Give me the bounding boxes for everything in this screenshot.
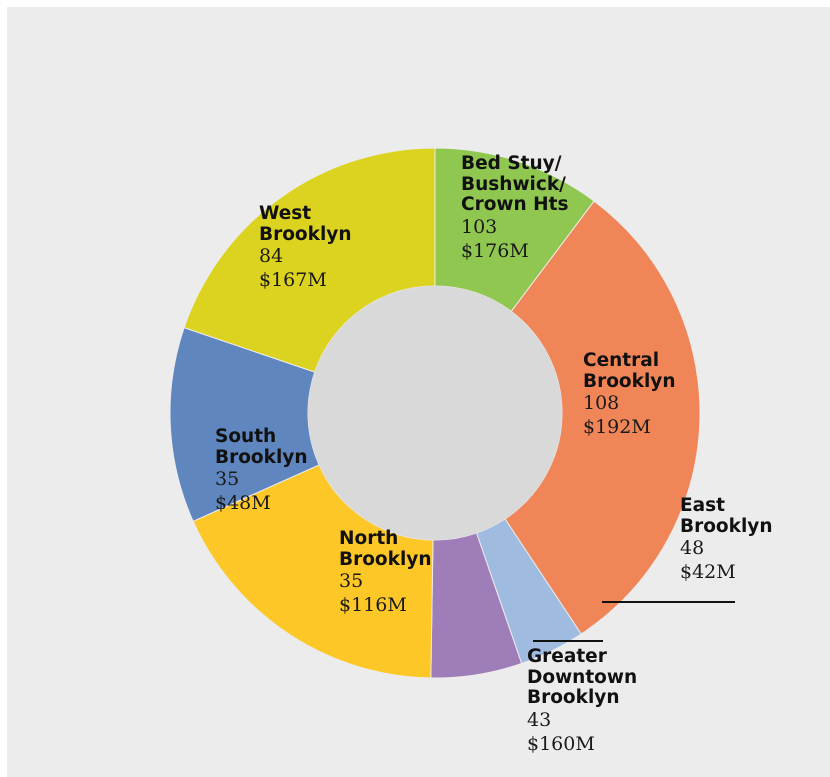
label-south: South Brooklyn 35 $48M — [215, 426, 308, 516]
label-bedstuy-count: 103 — [461, 216, 498, 239]
label-central-name-1: Central — [583, 350, 660, 371]
label-downtown: Greater Downtown Brooklyn 43 $160M — [527, 646, 638, 757]
label-east-name-1: East — [680, 495, 725, 516]
label-east-name-2: Brooklyn — [680, 515, 773, 537]
label-bedstuy-name-3: Crown Hts — [461, 194, 569, 216]
label-bedstuy-name-2: Bushwick/ — [461, 173, 566, 195]
label-north-amount: $116M — [339, 594, 407, 617]
label-east-count: 48 — [680, 537, 705, 560]
label-south-amount: $48M — [215, 492, 271, 515]
label-north: North Brooklyn 35 $116M — [339, 528, 432, 618]
label-bedstuy-name-1: Bed Stuy/ — [461, 153, 562, 174]
east-leader-line — [602, 601, 735, 603]
label-west: West Brooklyn 84 $167M — [259, 203, 352, 293]
label-west-count: 84 — [259, 245, 284, 268]
label-downtown-name-3: Brooklyn — [527, 687, 620, 709]
label-central: Central Brooklyn 108 $192M — [583, 350, 676, 440]
label-east: East Brooklyn 48 $42M — [680, 495, 773, 585]
label-west-name-1: West — [259, 203, 312, 224]
label-downtown-count: 43 — [527, 709, 552, 732]
chart-panel: Bed Stuy/ Bushwick/ Crown Hts 103 $176M … — [7, 7, 830, 777]
label-north-name-1: North — [339, 528, 399, 549]
label-central-amount: $192M — [583, 416, 651, 439]
label-downtown-name-1: Greater — [527, 646, 607, 667]
label-central-count: 108 — [583, 392, 620, 415]
label-east-amount: $42M — [680, 561, 736, 584]
label-bedstuy: Bed Stuy/ Bushwick/ Crown Hts 103 $176M — [461, 153, 569, 264]
label-south-count: 35 — [215, 468, 240, 491]
label-bedstuy-amount: $176M — [461, 239, 529, 262]
label-central-name-2: Brooklyn — [583, 370, 676, 392]
label-north-count: 35 — [339, 570, 364, 593]
label-south-name-2: Brooklyn — [215, 446, 308, 468]
label-north-name-2: Brooklyn — [339, 548, 432, 570]
label-west-name-2: Brooklyn — [259, 223, 352, 245]
label-west-amount: $167M — [259, 269, 327, 292]
donut-chart — [169, 147, 701, 679]
downtown-leader-line — [533, 640, 603, 642]
label-downtown-name-2: Downtown — [527, 666, 638, 688]
label-downtown-amount: $160M — [527, 732, 595, 755]
label-south-name-1: South — [215, 426, 277, 447]
donut-center-hole — [308, 286, 562, 540]
